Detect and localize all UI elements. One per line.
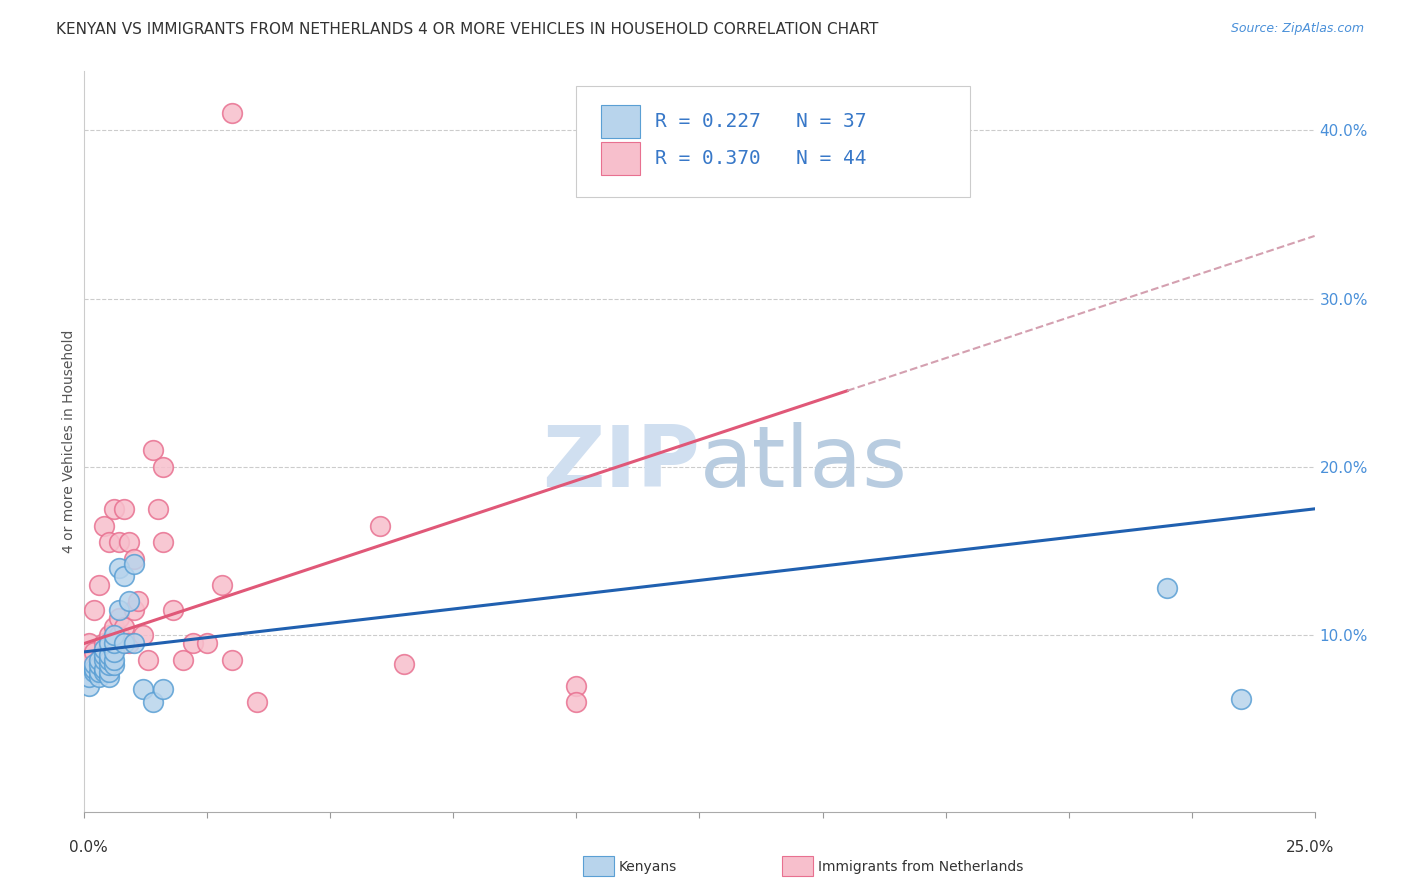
Point [162, 603, 184, 617]
Point [197, 636, 219, 650]
Text: Source: ZipAtlas.com: Source: ZipAtlas.com [1230, 22, 1364, 36]
Point [118, 535, 141, 549]
Point [87, 653, 111, 667]
Point [79, 636, 101, 650]
Point [368, 518, 391, 533]
Text: 0.0%: 0.0% [69, 840, 108, 855]
Point [221, 653, 243, 667]
Point [1156, 581, 1178, 595]
Point [83, 665, 105, 679]
Point [93, 641, 115, 656]
Point [122, 552, 145, 566]
Text: Immigrants from Netherlands: Immigrants from Netherlands [818, 860, 1024, 874]
Point [98, 636, 120, 650]
Point [148, 501, 170, 516]
Point [118, 594, 141, 608]
Point [565, 679, 588, 693]
Point [79, 653, 101, 667]
Point [152, 535, 174, 549]
Point [172, 653, 194, 667]
Point [93, 518, 115, 533]
Point [87, 670, 111, 684]
FancyBboxPatch shape [576, 87, 970, 197]
Point [211, 577, 233, 591]
Point [103, 653, 125, 667]
Point [87, 653, 111, 667]
Point [79, 670, 101, 684]
Point [142, 695, 165, 709]
Point [98, 653, 120, 667]
Point [83, 657, 105, 671]
Text: 25.0%: 25.0% [1286, 840, 1334, 855]
Point [103, 501, 125, 516]
Point [98, 628, 120, 642]
Point [79, 679, 101, 693]
Point [103, 619, 125, 633]
Point [112, 636, 135, 650]
Point [93, 665, 115, 679]
Text: R = 0.370   N = 44: R = 0.370 N = 44 [655, 149, 866, 169]
Point [98, 648, 120, 663]
Point [108, 560, 131, 574]
Point [83, 662, 105, 676]
Point [98, 658, 120, 673]
Point [87, 577, 111, 591]
Point [138, 653, 160, 667]
Text: ZIP: ZIP [541, 422, 700, 505]
Text: Kenyans: Kenyans [619, 860, 676, 874]
Point [565, 695, 588, 709]
Point [181, 636, 204, 650]
Point [108, 535, 131, 549]
Point [103, 636, 125, 650]
Point [246, 695, 269, 709]
Point [132, 681, 155, 696]
Bar [602, 142, 641, 176]
Point [98, 636, 120, 650]
Point [122, 636, 145, 650]
Point [87, 665, 111, 679]
Point [152, 459, 174, 474]
Point [1229, 692, 1253, 706]
Point [128, 594, 150, 608]
Point [98, 665, 120, 679]
Point [93, 662, 115, 676]
Point [93, 636, 115, 650]
Point [108, 628, 131, 642]
Point [83, 603, 105, 617]
Point [112, 569, 135, 583]
Point [112, 619, 135, 633]
Bar [602, 105, 641, 138]
Point [87, 658, 111, 673]
Point [93, 648, 115, 663]
Point [221, 106, 243, 120]
Text: KENYAN VS IMMIGRANTS FROM NETHERLANDS 4 OR MORE VEHICLES IN HOUSEHOLD CORRELATIO: KENYAN VS IMMIGRANTS FROM NETHERLANDS 4 … [56, 22, 879, 37]
Point [93, 653, 115, 667]
Point [112, 636, 135, 650]
Point [103, 628, 125, 642]
Point [142, 442, 165, 457]
Point [108, 611, 131, 625]
Point [122, 558, 145, 572]
Text: R = 0.227   N = 37: R = 0.227 N = 37 [655, 112, 866, 131]
Point [112, 501, 135, 516]
Point [122, 603, 145, 617]
Point [118, 636, 141, 650]
Y-axis label: 4 or more Vehicles in Household: 4 or more Vehicles in Household [62, 330, 76, 553]
Point [132, 628, 155, 642]
Point [83, 645, 105, 659]
Text: atlas: atlas [700, 422, 907, 505]
Point [152, 681, 174, 696]
Point [98, 535, 120, 549]
Point [98, 662, 120, 676]
Point [103, 645, 125, 659]
Point [394, 657, 416, 671]
Point [103, 658, 125, 673]
Point [103, 636, 125, 650]
Point [98, 670, 120, 684]
Point [108, 603, 131, 617]
